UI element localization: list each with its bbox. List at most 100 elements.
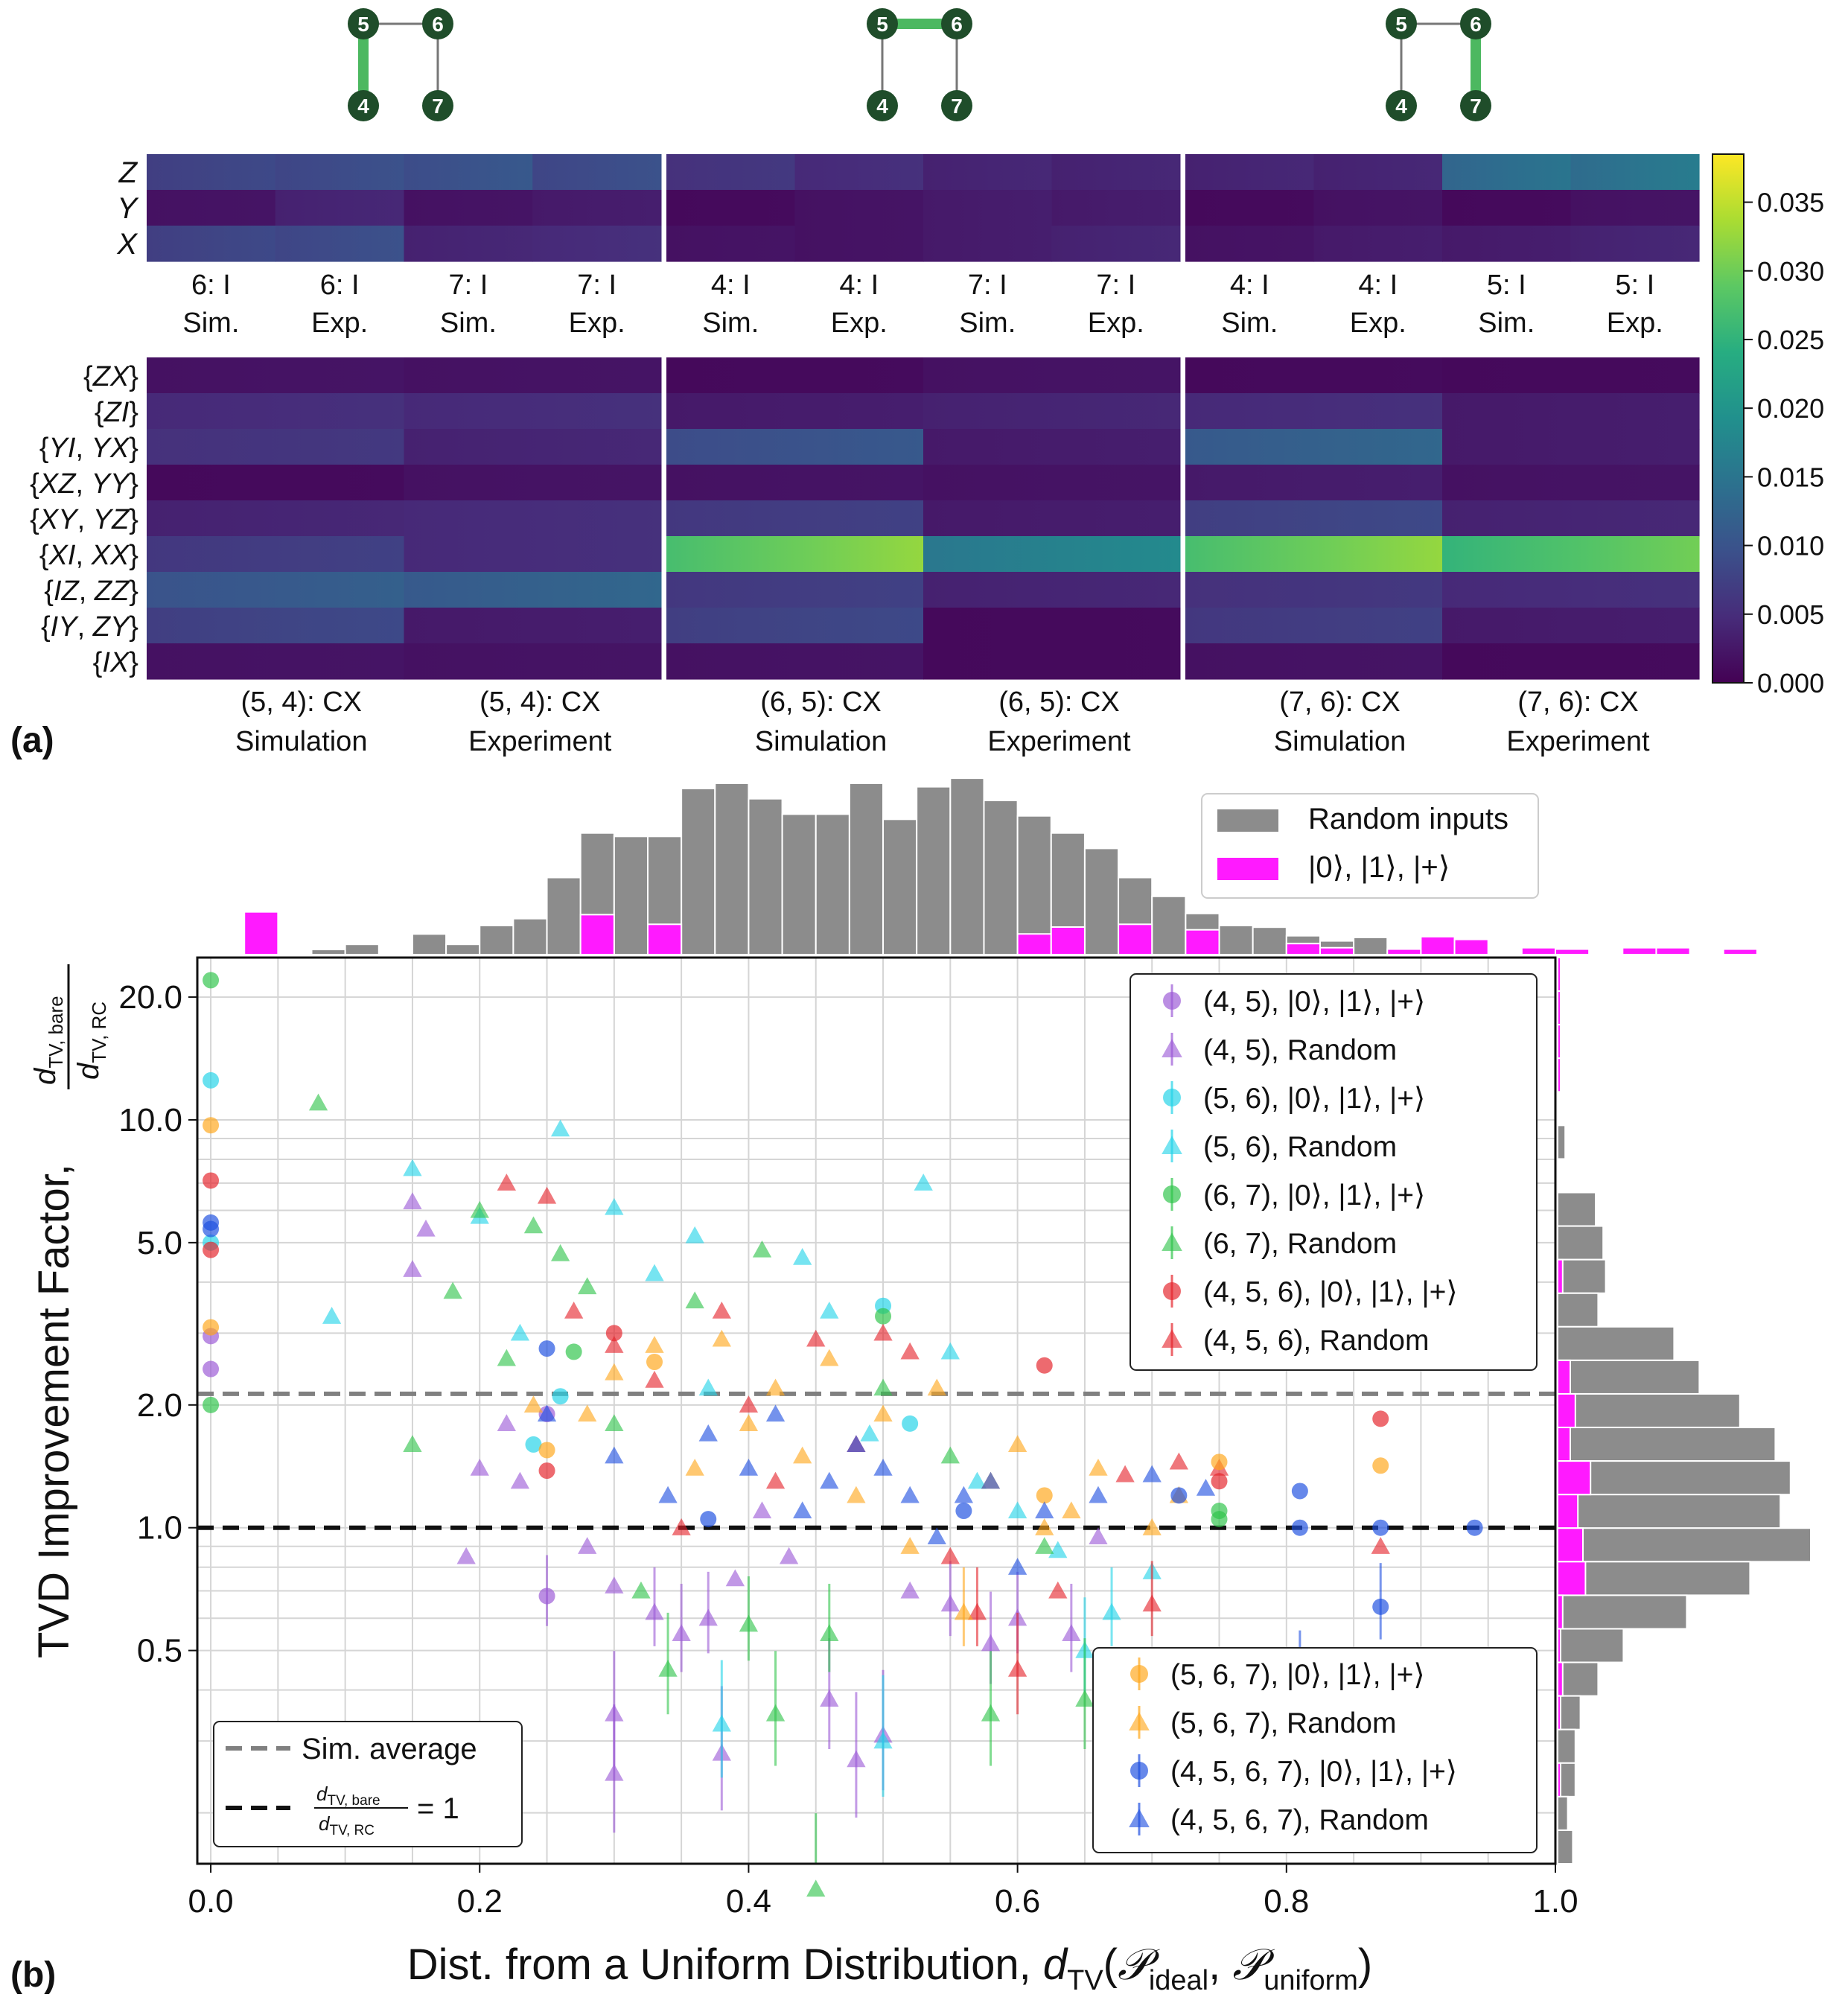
scatter-point	[1007, 1435, 1027, 1453]
heatmap-cell	[1185, 643, 1443, 680]
x-hist-bar-random	[445, 943, 481, 955]
top-col-label-line2: Exp.	[831, 308, 888, 339]
heatmap-cell	[666, 643, 924, 680]
scatter-point	[203, 1319, 220, 1336]
y-hist-bar-random	[1557, 1258, 1607, 1294]
y-hist-bar-basis	[1557, 990, 1561, 1026]
qubit-node	[1460, 8, 1491, 39]
legend-marker	[1162, 1039, 1182, 1058]
scatter-point	[900, 1342, 920, 1360]
scatter-point	[900, 1581, 920, 1599]
scatter-point	[658, 1660, 678, 1677]
scatter-point	[523, 1395, 544, 1413]
scatter-point	[1291, 1483, 1308, 1500]
scatter-point	[940, 1446, 960, 1464]
legend-marker	[1162, 1329, 1182, 1348]
scatter-point	[1372, 1598, 1389, 1615]
scatter-point	[1007, 1660, 1027, 1677]
x-hist-bar-basis	[1185, 929, 1220, 955]
colorbar-tick-label: 0.035	[1757, 188, 1824, 218]
scatter-point	[203, 1241, 220, 1258]
heatmap-cell	[147, 643, 405, 680]
scatter-point	[1115, 1465, 1135, 1483]
heatmap-cell	[532, 154, 662, 191]
bottom-col-label-line2: Simulation	[1274, 726, 1406, 757]
heatmap-cell	[923, 154, 1053, 191]
scatter-point	[765, 1704, 786, 1722]
heatmap-cell	[1185, 393, 1443, 430]
scatter-point	[645, 1602, 664, 1620]
heatmap-cell	[1442, 357, 1700, 394]
bottom-row-label: {YI, YX}	[39, 433, 138, 464]
scatter-point	[873, 1731, 893, 1749]
scatter-point	[967, 1602, 987, 1620]
legend-entry-label: (4, 5), |0⟩, |1⟩, |+⟩	[1203, 986, 1425, 1018]
histogram-legend-box	[1201, 793, 1539, 899]
x-hist-bar-random	[1016, 815, 1052, 955]
bottom-row-label: {IY, ZY}	[41, 611, 138, 643]
legend-entry-label: (4, 5, 6, 7), Random	[1170, 1804, 1429, 1836]
y-hist-bar-random	[1557, 1359, 1701, 1395]
qubit-node	[867, 8, 898, 39]
heatmap-cell	[666, 154, 796, 191]
scatter-point	[1048, 1581, 1068, 1599]
scatter-point	[940, 1547, 960, 1564]
heatmap-cell	[666, 226, 796, 262]
bottom-row-label: {XZ, YY}	[30, 468, 138, 500]
scatter-point	[1142, 1594, 1162, 1612]
heatmap-cell	[923, 429, 1181, 465]
x-hist-bar-random	[1353, 937, 1389, 955]
bottom-heatmap-row-labels: {ZX} {ZI} {YI, YX} {XZ, YY} {XY, YZ} {XI, XX}…	[30, 361, 138, 678]
legend-swatch-basis-inputs	[1217, 858, 1278, 880]
scatter-point	[322, 1307, 342, 1324]
scatter-point	[1089, 1459, 1108, 1476]
heatmap-cell	[1442, 643, 1700, 680]
x-hist-bar-random	[1083, 847, 1120, 956]
heatmap-cell	[1051, 154, 1181, 191]
y-hist-bar-basis	[1557, 1392, 1576, 1429]
x-hist-bar-random	[916, 786, 952, 955]
qubit-node-label: 6	[951, 13, 963, 36]
scatter-point	[605, 1325, 622, 1342]
heatmap-cell	[147, 393, 405, 430]
scatter-point	[537, 1186, 557, 1204]
scatter-point	[605, 1363, 624, 1381]
scatter-point	[875, 1308, 892, 1325]
heatmap-cell	[666, 357, 924, 394]
x-hist-bar-random	[714, 783, 750, 955]
scatter-point	[646, 1354, 663, 1371]
heatmap-cell	[1185, 190, 1315, 226]
x-hist-bar-random	[344, 943, 380, 955]
scatter-point	[900, 1485, 920, 1503]
scatter-point	[1035, 1501, 1054, 1519]
scatter-point	[820, 1471, 839, 1489]
legend-upper-entries: (4, 5), |0⟩, |1⟩, |+⟩ (4, 5), Random (5, 6…	[1162, 984, 1458, 1357]
scatter-point	[954, 1602, 974, 1620]
scatter-point	[1466, 1519, 1483, 1536]
top-heatmap-row-labels: ZYX	[116, 156, 139, 261]
scatter-point	[443, 1281, 462, 1299]
y-hist-bar-basis	[1557, 1561, 1587, 1596]
qubit-node	[867, 90, 898, 121]
scatter-point	[820, 1348, 839, 1366]
heatmap-cell	[1051, 226, 1181, 262]
qubit-coupling-graphs: 5 6 4 7 5 6 4 7 5 6 4 7	[348, 8, 1491, 121]
heatmap-cell	[404, 572, 662, 608]
y-hist-bar-random	[1557, 1527, 1812, 1563]
x-tick-label: 0.0	[188, 1883, 233, 1920]
scatter-point	[698, 1608, 718, 1626]
scatter-point	[820, 1624, 839, 1642]
scatter-point	[685, 1291, 704, 1309]
x-hist-bar-random	[1218, 924, 1254, 956]
y-hist-bar-random	[1557, 1628, 1625, 1663]
bottom-row-label: {XI, XX}	[39, 540, 138, 571]
legend-marker	[1163, 992, 1181, 1010]
y-hist-bar-random	[1557, 1124, 1567, 1160]
heatmap-cell	[923, 608, 1181, 644]
scatter-point	[510, 1471, 530, 1489]
scatter-point	[456, 1547, 476, 1564]
x-hist-bar-random	[512, 917, 548, 955]
colorbar-tick-label: 0.030	[1757, 256, 1824, 287]
top-col-label-line1: 7: I	[448, 270, 488, 301]
x-hist-bar-basis	[1622, 946, 1657, 955]
